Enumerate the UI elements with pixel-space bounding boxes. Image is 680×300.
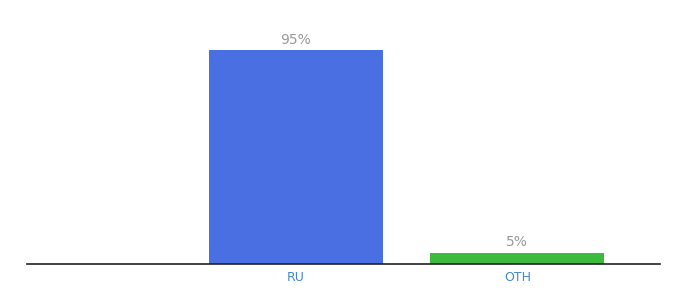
- Text: 95%: 95%: [281, 33, 311, 47]
- Text: 5%: 5%: [507, 236, 528, 249]
- Bar: [209, 50, 383, 264]
- Bar: [430, 253, 605, 264]
